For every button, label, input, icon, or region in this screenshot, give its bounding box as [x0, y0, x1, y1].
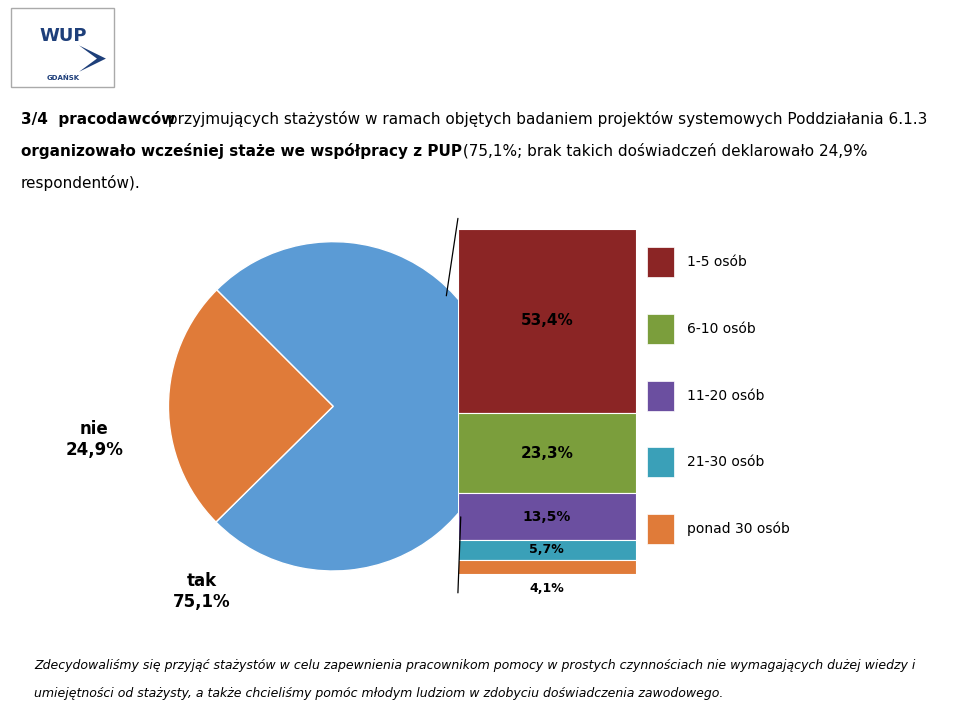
Text: Doświadczenia pracodawców związane z organizacją staży: Doświadczenia pracodawców związane z org…: [158, 37, 847, 58]
Text: GDAŃSK: GDAŃSK: [46, 74, 80, 81]
Wedge shape: [168, 290, 333, 522]
Text: 21-30 osób: 21-30 osób: [687, 455, 764, 469]
Text: 3/4  pracodawców: 3/4 pracodawców: [21, 111, 176, 127]
Text: 23,3%: 23,3%: [520, 446, 573, 461]
Bar: [458, 540, 636, 560]
Bar: [458, 413, 636, 493]
Bar: [458, 493, 636, 540]
Bar: [647, 314, 675, 344]
Text: 6-10 osób: 6-10 osób: [687, 322, 756, 336]
Text: organizowało wcześniej staże we współpracy z PUP: organizowało wcześniej staże we współpra…: [21, 143, 462, 159]
Text: Zdecydowaliśmy się przyjąć stażystów w celu zapewnienia pracownikom pomocy w pro: Zdecydowaliśmy się przyjąć stażystów w c…: [35, 659, 916, 672]
Text: (75,1%; brak takich doświadczeń deklarowało 24,9%: (75,1%; brak takich doświadczeń deklarow…: [458, 143, 868, 159]
Bar: [458, 229, 636, 413]
Polygon shape: [79, 45, 106, 72]
Text: 5,7%: 5,7%: [529, 543, 564, 556]
Text: 4,1%: 4,1%: [529, 583, 564, 596]
Bar: [458, 560, 636, 574]
Text: 53,4%: 53,4%: [520, 314, 573, 329]
Bar: [647, 514, 675, 543]
Text: respondentów).: respondentów).: [21, 175, 141, 191]
Text: 13,5%: 13,5%: [522, 510, 571, 523]
Text: tak
75,1%: tak 75,1%: [173, 572, 230, 611]
Text: 1-5 osób: 1-5 osób: [687, 256, 747, 269]
Bar: [647, 248, 675, 277]
FancyBboxPatch shape: [11, 8, 114, 87]
Text: 11-20 osób: 11-20 osób: [687, 389, 765, 402]
Wedge shape: [216, 242, 498, 571]
Text: przyjmujących stażystów w ramach objętych badaniem projektów systemowych Poddzia: przyjmujących stażystów w ramach objętyc…: [163, 111, 927, 127]
Text: ponad 30 osób: ponad 30 osób: [687, 521, 790, 536]
Text: WUP: WUP: [39, 27, 86, 45]
Bar: [647, 381, 675, 410]
Bar: [647, 448, 675, 477]
Text: umiejętności od stażysty, a także chcieliśmy pomóc młodym ludziom w zdobyciu doś: umiejętności od stażysty, a także chciel…: [35, 687, 724, 700]
Text: nie
24,9%: nie 24,9%: [65, 420, 123, 459]
